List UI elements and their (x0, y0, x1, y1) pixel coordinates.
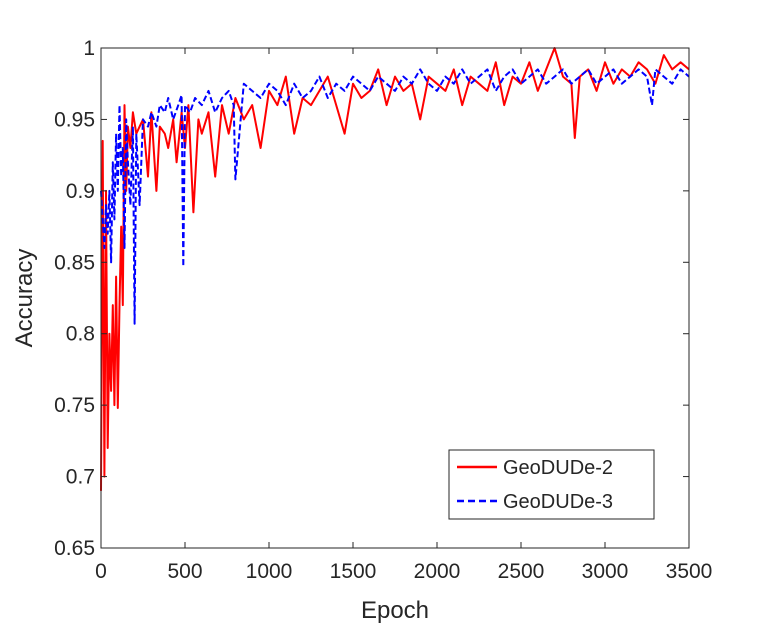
legend: GeoDUDe-2 GeoDUDe-3 (448, 449, 655, 520)
plot-frame (100, 47, 690, 549)
x-tick-label: 2500 (498, 560, 545, 583)
x-tick-label: 1500 (330, 560, 377, 583)
series-layer (100, 47, 690, 491)
ticks-layer: 0 500 1000 1500 2000 2500 3000 3500 0.65 0.7 0.75 0… (54, 37, 712, 583)
legend-box (448, 449, 655, 520)
y-tick-label: 0.7 (66, 466, 95, 489)
y-tick-label: 0.65 (54, 537, 95, 560)
x-tick-label: 3000 (582, 560, 629, 583)
y-tick-label: 0.95 (54, 108, 95, 131)
y-tick-label: 0.9 (66, 180, 95, 203)
y-tick-label: 1 (83, 37, 95, 60)
x-tick-label: 0 (95, 560, 107, 583)
legend-label-geodude-2: GeoDUDe-2 (503, 457, 613, 479)
x-axis-label: Epoch (361, 597, 429, 624)
x-tick-label: 3500 (666, 560, 713, 583)
x-tick-label: 1000 (246, 560, 293, 583)
x-tick-label: 500 (167, 560, 202, 583)
series-line-geodude-3 (100, 68, 690, 325)
y-tick-label: 0.85 (54, 251, 95, 274)
y-axis-label: Accuracy (11, 249, 38, 348)
y-tick-label: 0.75 (54, 394, 95, 417)
legend-label-geodude-3: GeoDUDe-3 (503, 491, 613, 513)
x-tick-label: 2000 (414, 560, 461, 583)
y-tick-label: 0.8 (66, 323, 95, 346)
